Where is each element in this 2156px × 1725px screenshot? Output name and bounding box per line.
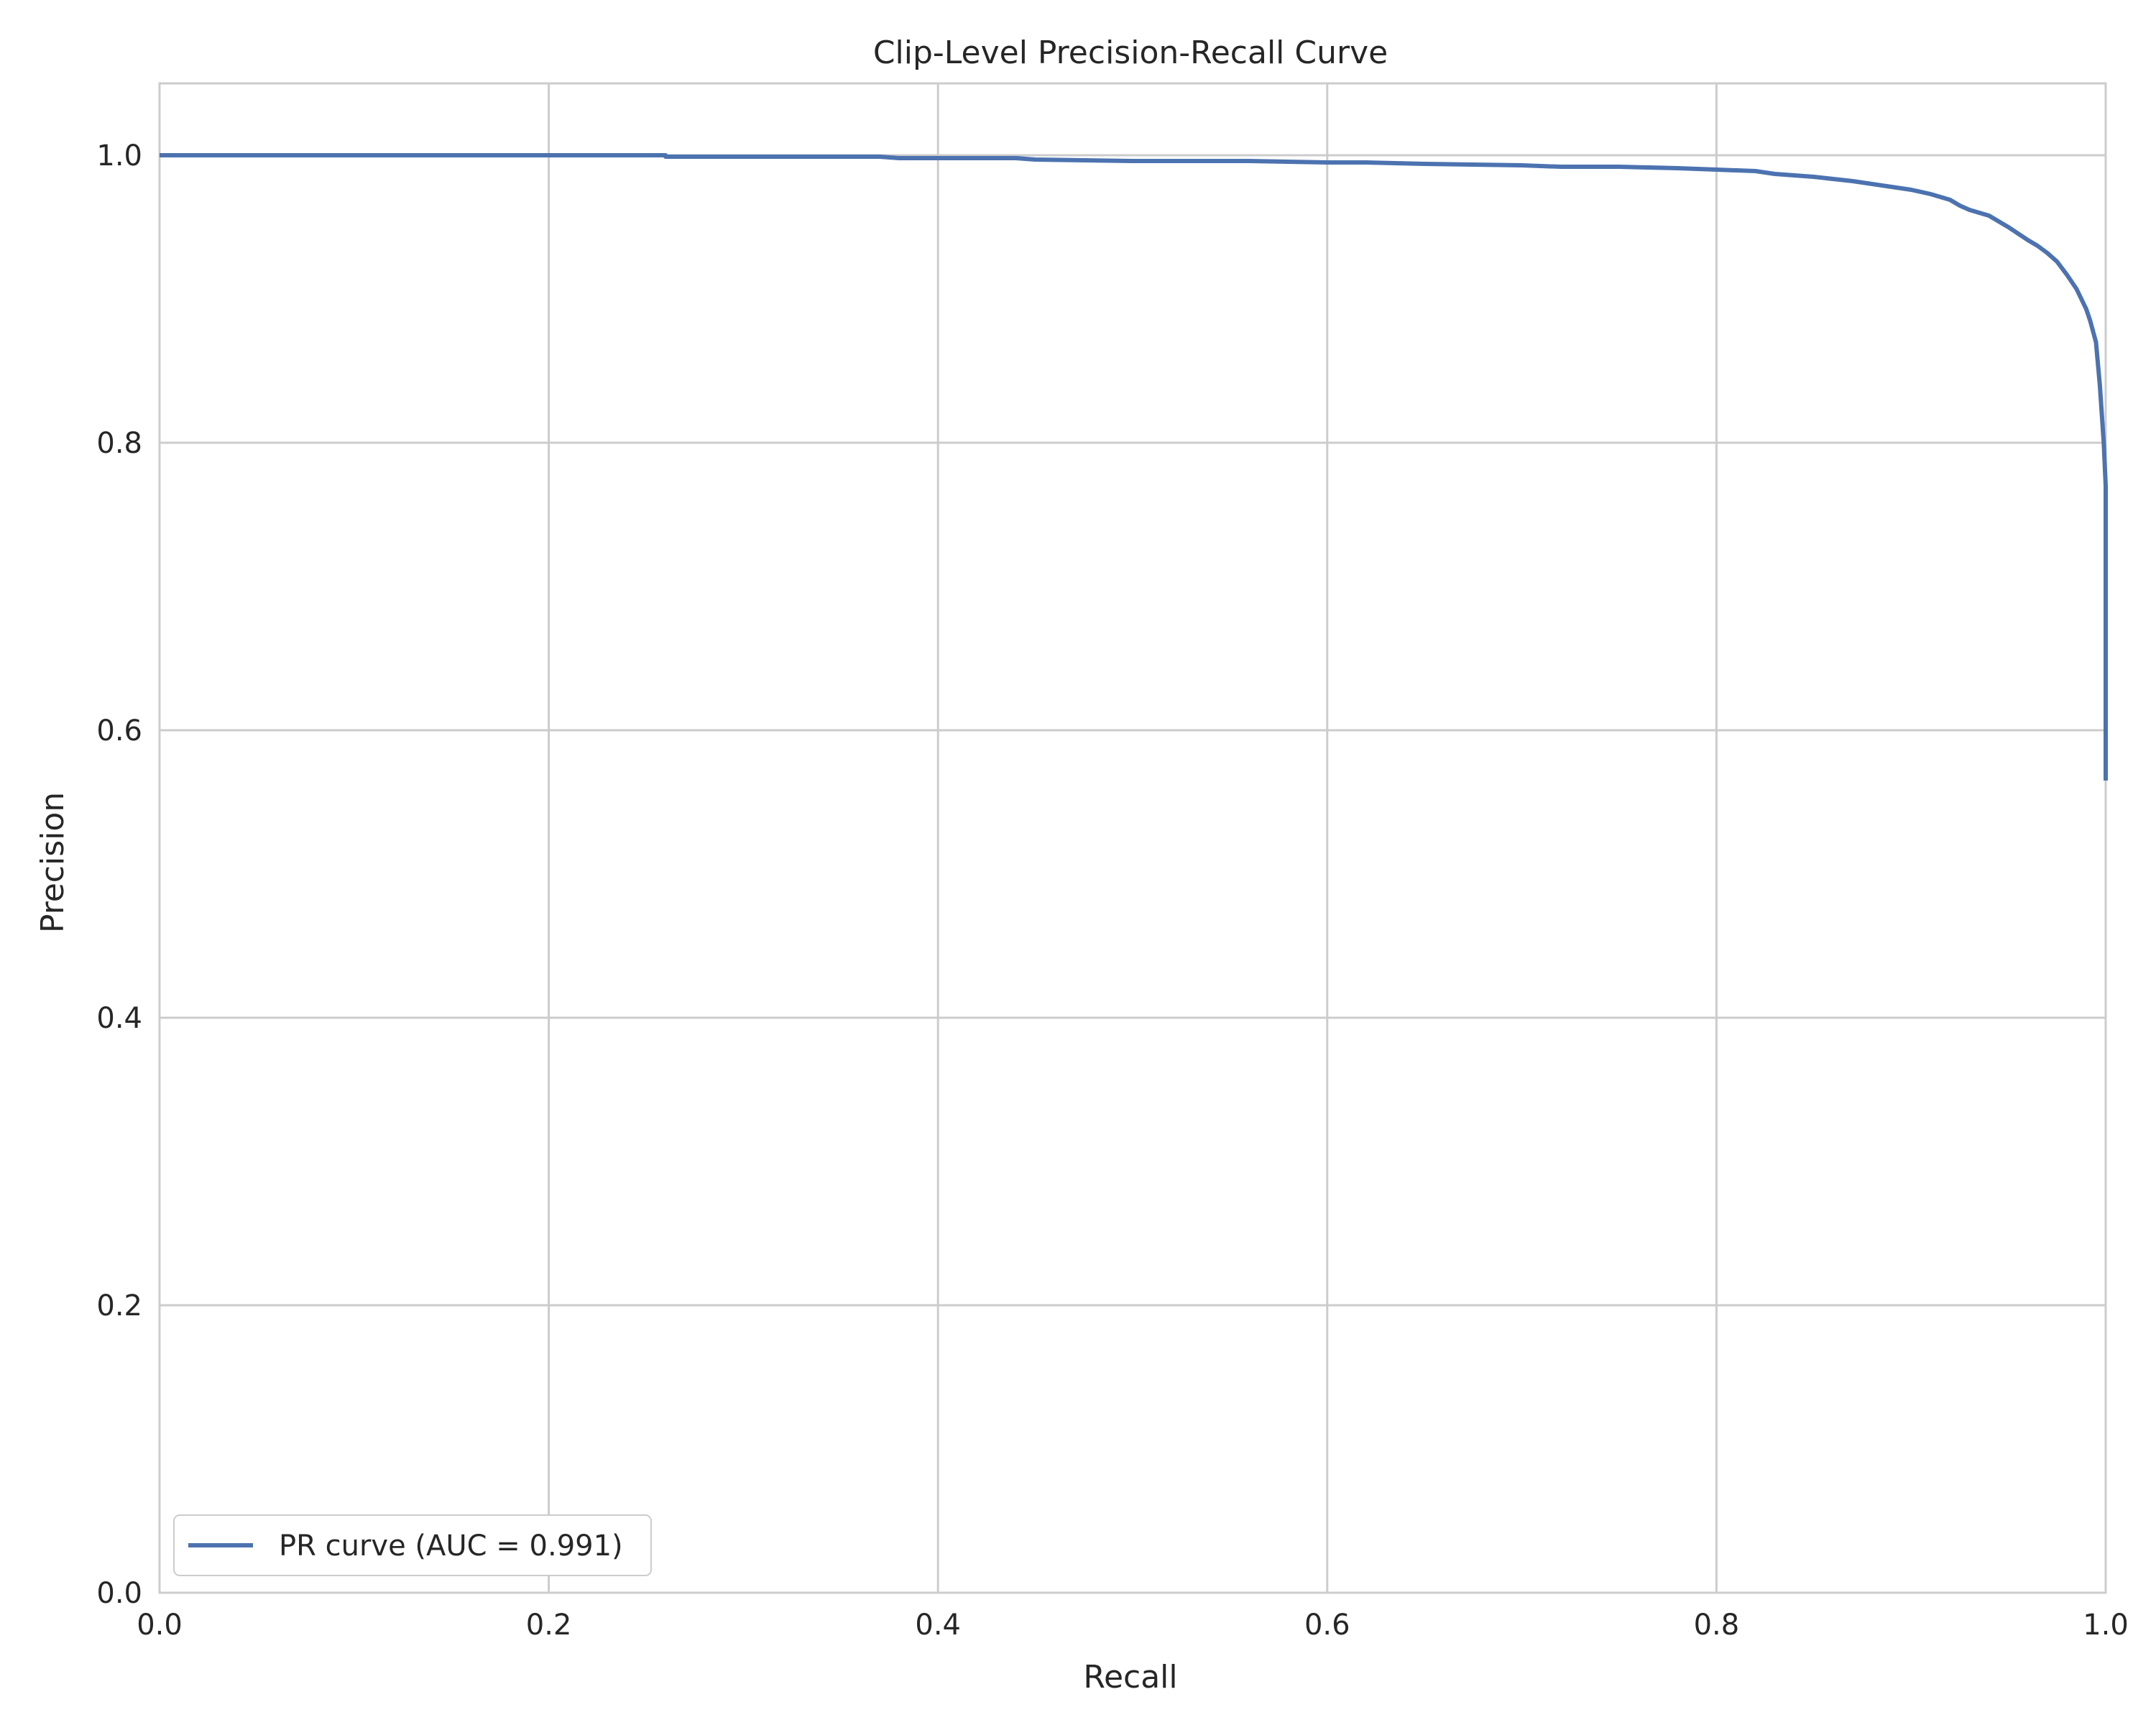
y-tick-label: 1.0 bbox=[96, 139, 142, 172]
chart-title: Clip-Level Precision-Recall Curve bbox=[873, 34, 1388, 71]
y-axis-label: Precision bbox=[34, 792, 71, 933]
tick-labels: 0.0 0.2 0.4 0.6 0.8 1.0 0.0 0.2 0.4 0.6 0.8 1.0 bbox=[96, 139, 2128, 1642]
x-tick-label: 1.0 bbox=[2083, 1609, 2129, 1642]
y-tick-label: 0.8 bbox=[96, 427, 142, 460]
x-tick-label: 0.0 bbox=[137, 1609, 183, 1642]
plot-frame bbox=[158, 82, 2107, 1594]
series-layer bbox=[160, 153, 2108, 781]
y-tick-label: 0.0 bbox=[96, 1577, 142, 1610]
y-tick-label: 0.4 bbox=[96, 1002, 142, 1035]
x-axis-label: Recall bbox=[1083, 1659, 1177, 1696]
legend: PR curve (AUC = 0.991) bbox=[173, 1514, 652, 1576]
x-tick-label: 0.6 bbox=[1304, 1609, 1350, 1642]
x-tick-label: 0.2 bbox=[526, 1609, 572, 1642]
x-tick-label: 0.8 bbox=[1694, 1609, 1740, 1642]
pr-curve-line bbox=[160, 153, 2108, 781]
legend-entry-pr-curve: PR curve (AUC = 0.991) bbox=[279, 1530, 623, 1563]
legend-box bbox=[173, 1514, 652, 1576]
x-tick-label: 0.4 bbox=[915, 1609, 961, 1642]
y-tick-label: 0.2 bbox=[96, 1289, 142, 1322]
y-tick-label: 0.6 bbox=[96, 714, 142, 748]
